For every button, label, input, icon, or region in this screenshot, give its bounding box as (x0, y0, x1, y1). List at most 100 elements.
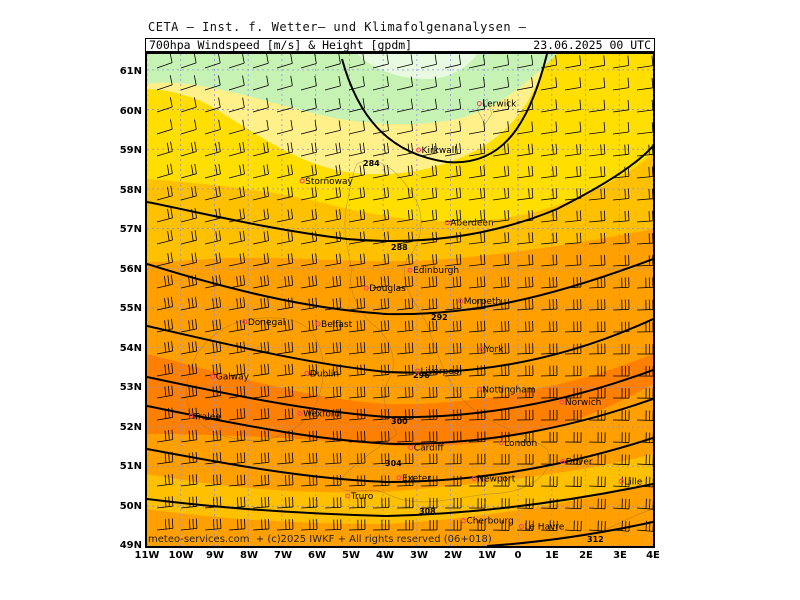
contour-label-312: 312 (587, 535, 604, 544)
wind-barb (588, 166, 606, 179)
wind-barb (204, 186, 221, 201)
wind-barb (252, 142, 269, 157)
wind-barb (492, 276, 510, 289)
contour-304 (147, 398, 653, 446)
city-marker (345, 493, 351, 499)
wind-barb (156, 296, 174, 311)
wind-barb (204, 474, 222, 487)
city-label: Aberdeen (450, 219, 493, 229)
city-label: Newport (477, 475, 516, 485)
wind-barb (540, 321, 558, 333)
wind-barb (228, 274, 246, 289)
wind-barb (516, 254, 534, 267)
wind-barb (564, 99, 582, 113)
city-marker (476, 101, 482, 107)
wind-barb (180, 185, 197, 201)
wind-barb (612, 255, 630, 267)
height-contours (147, 54, 653, 546)
wind-barb (396, 76, 413, 91)
wind-barb (420, 520, 438, 531)
wind-barb (588, 520, 606, 532)
wind-barb (564, 210, 582, 223)
wind-barb (276, 54, 293, 69)
wind-barb (420, 253, 438, 267)
wind-barb (420, 209, 438, 223)
wind-barb (612, 388, 630, 399)
wind-barb (564, 143, 582, 157)
wind-barb (276, 120, 293, 135)
wind-barb (516, 143, 534, 157)
wind-barb (420, 231, 438, 245)
wind-barb (612, 454, 630, 466)
city-label: Cherbourg (466, 517, 513, 527)
wind-barb (156, 97, 173, 113)
copyright-notice: meteo-services.com + (c)2025 IWKF + All … (148, 534, 492, 545)
city-marker (498, 440, 504, 446)
wind-barb (444, 76, 462, 91)
lat-label-49n: 49N (119, 540, 142, 551)
wind-barb (396, 165, 414, 179)
wind-barb (180, 296, 198, 311)
wind-barb (420, 409, 438, 421)
lon-label-1w: 1W (478, 550, 496, 561)
wind-barb (228, 164, 245, 179)
wind-barb (204, 296, 222, 311)
wind-barb (348, 275, 366, 289)
lon-label-1e: 1E (545, 550, 559, 561)
wind-barb (612, 210, 630, 223)
wind-barb (372, 164, 390, 179)
wind-barb (348, 186, 366, 201)
wind-barb (564, 55, 582, 69)
wind-barb (636, 366, 653, 377)
wind-barb (516, 454, 534, 465)
city-marker (518, 524, 524, 530)
city-label: Edinburgh (413, 266, 459, 276)
wind-barb (180, 54, 197, 69)
wind-barb (420, 453, 438, 465)
lon-label-2w: 2W (444, 550, 462, 561)
lat-label-50n: 50N (119, 501, 142, 512)
wind-barb (444, 209, 462, 223)
wind-barb (276, 341, 294, 355)
wind-barb (276, 496, 294, 509)
wind-barb (444, 453, 462, 465)
contour-296 (147, 318, 653, 374)
wind-barb (348, 297, 366, 311)
wind-barb (444, 187, 462, 201)
wind-barb (204, 230, 221, 245)
lon-label-3w: 3W (410, 550, 428, 561)
wind-barb (420, 120, 438, 135)
wind-barb (324, 275, 342, 289)
wind-barb (396, 54, 413, 69)
wind-barb (396, 209, 414, 223)
wind-barb (276, 253, 294, 267)
wind-barb (324, 208, 342, 223)
wind-barb (180, 252, 197, 267)
wind-barb (396, 431, 414, 443)
wind-barb (420, 187, 438, 201)
wind-barb (636, 410, 653, 421)
wind-barb (300, 253, 318, 267)
contour-label-284: 284 (363, 159, 380, 168)
wind-barb (180, 97, 197, 113)
wind-barb (540, 77, 558, 91)
wind-barb (300, 474, 318, 487)
wind-barb (276, 186, 293, 201)
wind-barb (540, 343, 558, 355)
wind-barb (588, 498, 606, 510)
wind-barb (156, 141, 173, 157)
wind-barb (564, 299, 582, 311)
wind-barb (396, 342, 414, 355)
wind-barb (468, 409, 486, 421)
wind-barb (636, 122, 653, 135)
wind-barb (540, 210, 558, 223)
lat-label-61n: 61N (119, 66, 142, 77)
wind-barb (300, 386, 318, 399)
city-marker (242, 319, 248, 325)
lat-label-58n: 58N (119, 185, 142, 196)
source-line: CETA – Inst. f. Wetter– und Klimafolgena… (148, 20, 527, 34)
city-label: Tralee (193, 412, 221, 422)
wind-barb (372, 364, 390, 377)
city-label: Dublin (310, 369, 339, 379)
lat-label-51n: 51N (119, 461, 142, 472)
